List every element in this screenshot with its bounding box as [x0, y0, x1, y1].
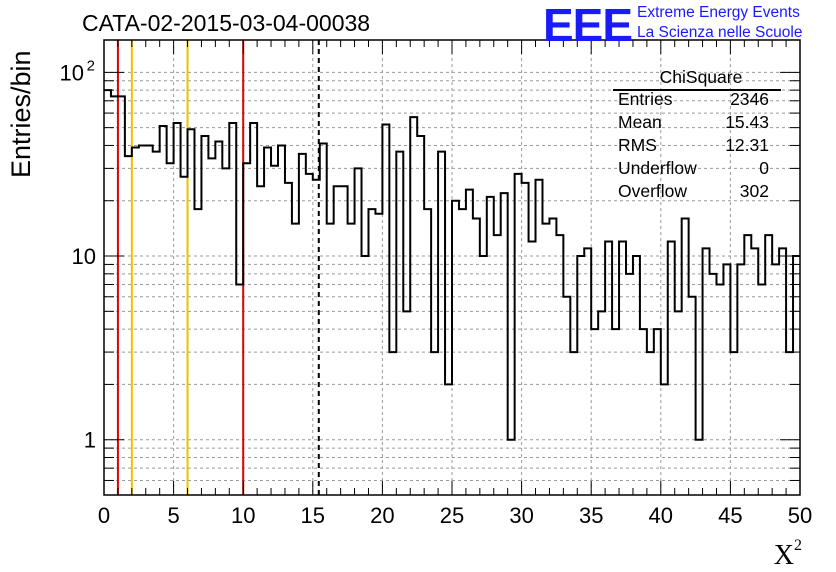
chart-title: CATA-02-2015-03-04-00038 — [82, 10, 371, 36]
x-tick-label: 50 — [788, 503, 812, 528]
logo-line-2: La Scienza nelle Scuole — [637, 24, 803, 41]
stats-value: 15.43 — [725, 112, 769, 132]
reference-lines — [116, 40, 320, 495]
stats-key: Entries — [618, 89, 673, 109]
x-tick-label: 40 — [649, 503, 673, 528]
x-tick-label: 35 — [579, 503, 603, 528]
x-tick-label: 25 — [440, 503, 464, 528]
x-tick-label: 10 — [231, 503, 255, 528]
logo-caption: Extreme Energy Events La Scienza nelle S… — [637, 3, 802, 43]
y-tick-label-exponent: 2 — [87, 57, 95, 74]
x-axis-label: X2 — [773, 536, 802, 572]
histogram-outline — [104, 89, 800, 441]
stats-row-underflow: Underflow 0 — [613, 157, 781, 180]
x-axis: 0 5 10 15 20 25 30 35 40 45 50 — [98, 40, 812, 528]
stats-value: 0 — [759, 158, 769, 178]
stats-key: Overflow — [618, 181, 688, 201]
x-tick-label: 0 — [98, 503, 110, 528]
x-tick-label: 20 — [370, 503, 394, 528]
stats-value: 2346 — [730, 89, 769, 109]
x-axis-label-base: X — [773, 540, 794, 571]
x-axis-label-superscript: 2 — [794, 536, 802, 554]
x-tick-label: 15 — [301, 503, 325, 528]
y-tick-label: 10 — [72, 244, 96, 269]
stats-value: 12.31 — [725, 135, 769, 155]
stats-divider — [613, 89, 781, 91]
stats-key: Underflow — [618, 158, 697, 178]
stats-key: Mean — [618, 112, 662, 132]
y-tick-label: 1 — [84, 428, 96, 453]
stats-row-overflow: Overflow 302 — [613, 180, 781, 203]
stats-box: ChiSquare Entries 2346 Mean 15.43 RMS 12.31… — [613, 67, 781, 203]
x-tick-label: 5 — [167, 503, 179, 528]
x-tick-label: 30 — [509, 503, 533, 528]
x-tick-label: 45 — [718, 503, 742, 528]
logo-line-1: Extreme Energy Events — [637, 4, 800, 21]
stats-header: ChiSquare — [659, 67, 743, 87]
stats-value: 302 — [739, 181, 769, 201]
y-axis-label: Entries/bin — [6, 50, 36, 178]
stats-key: RMS — [618, 135, 657, 155]
stats-row-mean: Mean 15.43 — [613, 111, 781, 134]
stats-row-entries: Entries 2346 — [613, 88, 781, 111]
stats-row-rms: RMS 12.31 — [613, 134, 781, 157]
eee-logo: EEE — [543, 0, 633, 51]
y-tick-label: 10 — [60, 60, 84, 85]
